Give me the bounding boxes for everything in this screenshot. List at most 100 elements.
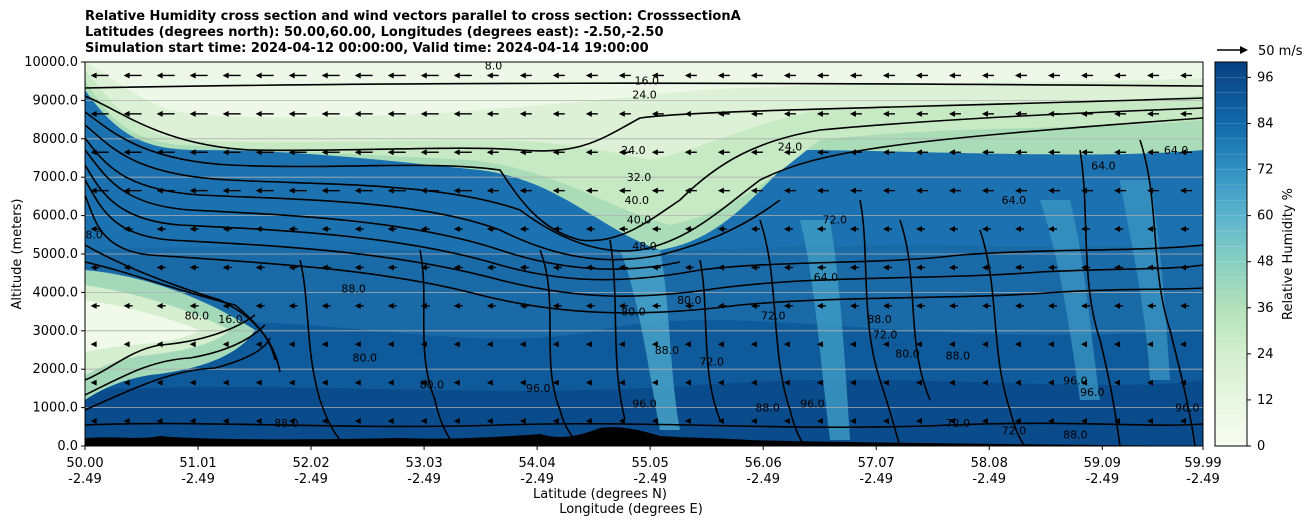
wind-vector-head — [783, 149, 790, 156]
wind-vector-head — [948, 341, 955, 348]
wind-vector-head — [354, 264, 361, 271]
wind-vector-head — [816, 418, 823, 425]
contour-label: 64.0 — [1091, 160, 1116, 173]
y-gridlines — [85, 100, 1203, 409]
wind-vector-head — [90, 341, 97, 348]
wind-vector-head — [519, 302, 526, 309]
wind-vector-head — [519, 149, 526, 156]
wind-vector-head — [783, 379, 790, 386]
wind-vector-head — [1048, 226, 1055, 233]
wind-vector-head — [519, 187, 526, 194]
x-tick-label-lat: 56.06 — [745, 456, 782, 471]
quiver-key-arrowhead — [1240, 46, 1248, 54]
wind-vector-head — [222, 149, 229, 156]
wind-vector-head — [1147, 226, 1154, 233]
wind-vector-head — [486, 264, 493, 271]
wind-vector-head — [288, 110, 295, 117]
wind-vector-head — [1048, 264, 1055, 271]
contour-label: 96.0 — [526, 382, 551, 395]
wind-vector-head — [849, 226, 856, 233]
contour-label: 88.0 — [78, 229, 103, 242]
wind-vector-head — [420, 226, 427, 233]
wind-vector-head — [420, 149, 427, 156]
wind-vector-head — [849, 149, 856, 156]
wind-vector-head — [156, 149, 163, 156]
wind-vector-head — [486, 341, 493, 348]
wind-vector-head — [1147, 418, 1154, 425]
wind-vector-head — [948, 72, 955, 79]
contour-label: 80.0 — [420, 378, 445, 391]
wind-vector-head — [816, 264, 823, 271]
colorbar: 0 12 24 36 48 60 72 84 96 Relative Humidity % — [1214, 61, 1296, 454]
colorbar-tick-label: 72 — [1257, 163, 1274, 178]
wind-vector-head — [783, 110, 790, 117]
colorbar-tick-label: 84 — [1257, 116, 1274, 131]
wind-vector-head — [1114, 72, 1121, 79]
wind-vector-head — [915, 187, 922, 194]
wind-vector-head — [1081, 264, 1088, 271]
wind-vector-head — [222, 72, 229, 79]
wind-vector-head — [1014, 226, 1021, 233]
contour-label: 72.0 — [699, 355, 724, 368]
wind-vector-head — [321, 110, 328, 117]
wind-vector-head — [915, 72, 922, 79]
wind-vector-head — [1147, 341, 1154, 348]
wind-vector-head — [453, 302, 460, 309]
wind-vector-head — [585, 302, 592, 309]
wind-vector-head — [618, 110, 625, 117]
wind-vector-head — [948, 226, 955, 233]
y-tick-label: 8000.0 — [33, 132, 79, 147]
wind-vector-head — [387, 72, 394, 79]
wind-vector-head — [783, 226, 790, 233]
wind-vector-head — [156, 226, 163, 233]
colorbar-tick-label: 48 — [1257, 255, 1274, 270]
wind-vector-head — [849, 341, 856, 348]
wind-vector-head — [255, 264, 262, 271]
wind-vector-head — [222, 264, 229, 271]
wind-vector-head — [156, 110, 163, 117]
wind-vector-head — [684, 264, 691, 271]
wind-vector-head — [321, 341, 328, 348]
wind-vector-head — [783, 302, 790, 309]
wind-vector-head — [816, 379, 823, 386]
wind-vector-head — [486, 302, 493, 309]
contour-label: 40.0 — [627, 213, 652, 226]
wind-vector-head — [717, 264, 724, 271]
wind-vector-head — [189, 379, 196, 386]
wind-vector-head — [321, 226, 328, 233]
wind-vector-head — [849, 418, 856, 425]
wind-vector-head — [354, 110, 361, 117]
wind-vector-head — [915, 302, 922, 309]
wind-vector-head — [189, 110, 196, 117]
y-axis-ticks: 0.0 1000.0 2000.0 3000.0 4000.0 5000.0 6000.0 7… — [24, 55, 85, 454]
wind-vector-head — [1180, 110, 1187, 117]
wind-vector-head — [453, 341, 460, 348]
x-tick-label-lat: 59.09 — [1084, 456, 1121, 471]
wind-vector-head — [585, 379, 592, 386]
wind-vector-head — [288, 341, 295, 348]
x-tick-label-lat: 50.00 — [66, 456, 103, 471]
wind-vector-head — [750, 418, 757, 425]
wind-vector-head — [156, 379, 163, 386]
wind-vector-head — [222, 187, 229, 194]
wind-vector-head — [585, 72, 592, 79]
wind-vector-head — [618, 226, 625, 233]
wind-vector-head — [354, 226, 361, 233]
wind-vector-head — [915, 110, 922, 117]
x-tick-label-lon: -2.49 — [972, 472, 1006, 487]
wind-vector-head — [222, 302, 229, 309]
wind-vector-head — [684, 226, 691, 233]
x-tick-label-lat: 54.04 — [519, 456, 556, 471]
wind-vector-head — [684, 187, 691, 194]
wind-vector-head — [387, 264, 394, 271]
wind-vector-head — [717, 379, 724, 386]
wind-vector-head — [1114, 264, 1121, 271]
y-tick-label: 4000.0 — [33, 285, 79, 300]
colorbar-tick-label: 96 — [1257, 70, 1274, 85]
quiver-key-label: 50 m/s — [1258, 44, 1303, 59]
colorbar-ticks: 0 12 24 36 48 60 72 84 96 — [1247, 70, 1274, 454]
wind-vector-head — [519, 418, 526, 425]
wind-vector-head — [1081, 226, 1088, 233]
wind-vector-head — [651, 226, 658, 233]
contour-label: 16.0 — [635, 74, 660, 87]
